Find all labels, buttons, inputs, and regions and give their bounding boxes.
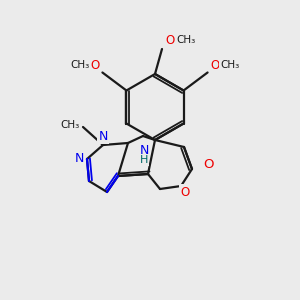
Text: O: O bbox=[210, 59, 219, 72]
Text: N: N bbox=[74, 152, 84, 166]
Text: CH₃: CH₃ bbox=[60, 120, 80, 130]
Text: N: N bbox=[139, 143, 149, 157]
Text: CH₃: CH₃ bbox=[71, 61, 90, 70]
Text: O: O bbox=[180, 185, 190, 199]
Text: N: N bbox=[98, 130, 108, 142]
Text: CH₃: CH₃ bbox=[176, 35, 196, 45]
Text: O: O bbox=[203, 158, 213, 170]
Text: CH₃: CH₃ bbox=[220, 61, 239, 70]
Text: H: H bbox=[140, 155, 148, 165]
Text: O: O bbox=[91, 59, 100, 72]
Text: O: O bbox=[165, 34, 175, 46]
